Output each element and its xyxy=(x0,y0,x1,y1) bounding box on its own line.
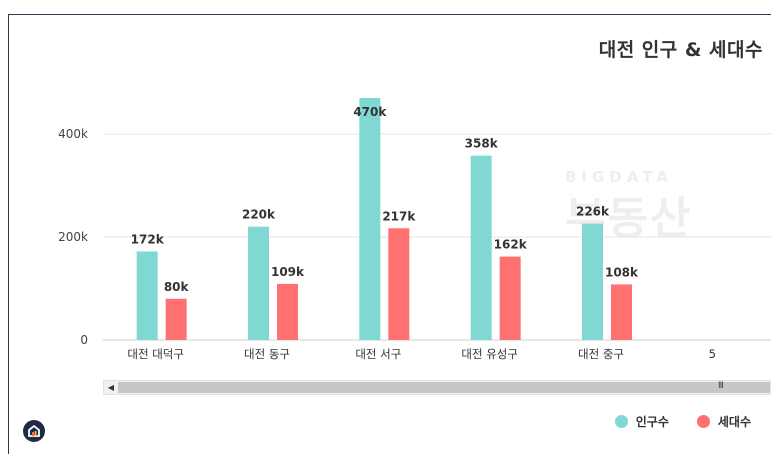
scroll-grip-icon: III xyxy=(718,381,724,391)
x-axis-ticks: 대전 대덕구 대전 동구 대전 서구 대전 유성구 대전 중구 5 xyxy=(127,347,716,361)
data-label: 80k xyxy=(164,280,190,294)
x-tick-label: 대전 유성구 xyxy=(461,347,518,361)
bars xyxy=(136,98,632,340)
horizontal-scrollbar[interactable]: ◀ III xyxy=(103,380,771,395)
data-label: 358k xyxy=(465,137,499,151)
x-tick-label: 5 xyxy=(709,347,716,361)
y-axis-ticks: 0 200k 400k xyxy=(58,127,88,347)
legend-label-households: 세대수 xyxy=(717,415,751,429)
legend-dot-households xyxy=(696,415,710,428)
bar xyxy=(582,223,603,340)
bar xyxy=(499,256,521,340)
bar xyxy=(165,298,187,340)
legend-item-population[interactable]: 인구수 xyxy=(614,413,669,430)
bar xyxy=(359,98,381,340)
grid-lines xyxy=(103,133,771,341)
home-icon[interactable] xyxy=(23,420,45,442)
x-tick-label: 대전 중구 xyxy=(578,347,624,361)
y-tick-label: 0 xyxy=(80,333,88,347)
watermark-top: BIGDATA xyxy=(565,168,673,186)
bar xyxy=(248,226,269,340)
legend-dot-population xyxy=(614,415,628,428)
data-label: 220k xyxy=(242,208,276,222)
legend-label-population: 인구수 xyxy=(635,415,669,429)
bar xyxy=(136,251,158,340)
chart-title: 대전 인구 & 세대수 xyxy=(598,39,763,61)
y-tick-label: 200k xyxy=(58,230,88,244)
bar xyxy=(388,228,410,340)
scroll-thumb[interactable]: III xyxy=(118,381,770,393)
bar xyxy=(470,155,492,340)
data-label: 470k xyxy=(353,105,387,119)
data-label: 172k xyxy=(131,232,165,246)
x-tick-label: 대전 동구 xyxy=(244,347,290,361)
bar xyxy=(277,283,298,340)
data-label: 217k xyxy=(382,209,416,223)
data-labels: 172k 80k 220k 109k 470k 217k 358k 162k 226k 108k xyxy=(131,105,639,294)
data-label: 109k xyxy=(271,265,305,279)
home-icon-graphic xyxy=(28,424,40,437)
y-tick-label: 400k xyxy=(58,127,88,141)
x-tick-label: 대전 서구 xyxy=(355,347,401,361)
data-label: 162k xyxy=(494,238,528,252)
data-label: 108k xyxy=(605,265,639,279)
legend: 인구수 세대수 xyxy=(614,413,751,430)
data-label: 226k xyxy=(576,205,610,219)
bar xyxy=(611,284,632,340)
x-tick-label: 대전 대덕구 xyxy=(127,347,184,361)
legend-item-households[interactable]: 세대수 xyxy=(696,413,751,430)
scroll-left-arrow-icon[interactable]: ◀ xyxy=(107,383,115,392)
